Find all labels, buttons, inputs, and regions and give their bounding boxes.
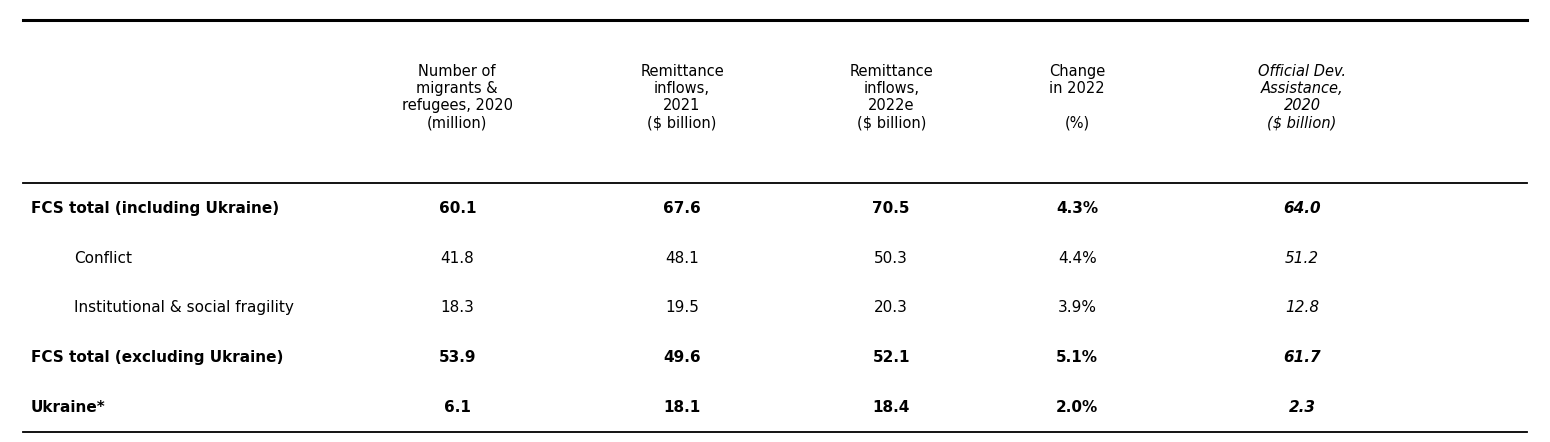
- Text: 52.1: 52.1: [873, 350, 910, 365]
- Text: 19.5: 19.5: [665, 301, 699, 315]
- Text: 18.3: 18.3: [440, 301, 474, 315]
- Text: 2.0%: 2.0%: [1056, 400, 1099, 415]
- Text: 5.1%: 5.1%: [1056, 350, 1099, 365]
- Text: 18.4: 18.4: [873, 400, 910, 415]
- Text: 53.9: 53.9: [439, 350, 476, 365]
- Text: 70.5: 70.5: [873, 201, 910, 216]
- Text: 49.6: 49.6: [663, 350, 701, 365]
- Text: FCS total (including Ukraine): FCS total (including Ukraine): [31, 201, 279, 216]
- Text: 50.3: 50.3: [874, 251, 908, 266]
- Text: 20.3: 20.3: [874, 301, 908, 315]
- Text: 51.2: 51.2: [1285, 251, 1319, 266]
- Text: 67.6: 67.6: [663, 201, 701, 216]
- Text: Remittance
inflows,
2022e
($ billion): Remittance inflows, 2022e ($ billion): [849, 64, 933, 131]
- Text: Conflict: Conflict: [74, 251, 132, 266]
- Text: FCS total (excluding Ukraine): FCS total (excluding Ukraine): [31, 350, 284, 365]
- Text: Number of
migrants &
refugees, 2020
(million): Number of migrants & refugees, 2020 (mil…: [401, 64, 513, 131]
- Text: 61.7: 61.7: [1283, 350, 1321, 365]
- Text: 18.1: 18.1: [663, 400, 701, 415]
- Text: 4.4%: 4.4%: [1057, 251, 1097, 266]
- Text: 41.8: 41.8: [440, 251, 474, 266]
- Text: 64.0: 64.0: [1283, 201, 1321, 216]
- Text: 2.3: 2.3: [1288, 400, 1316, 415]
- Text: 6.1: 6.1: [443, 400, 471, 415]
- Text: 12.8: 12.8: [1285, 301, 1319, 315]
- Text: Change
in 2022

(%): Change in 2022 (%): [1049, 64, 1105, 131]
- Text: Remittance
inflows,
2021
($ billion): Remittance inflows, 2021 ($ billion): [640, 64, 724, 131]
- Text: 60.1: 60.1: [439, 201, 476, 216]
- Text: 3.9%: 3.9%: [1057, 301, 1097, 315]
- Text: Institutional & social fragility: Institutional & social fragility: [74, 301, 294, 315]
- Text: 48.1: 48.1: [665, 251, 699, 266]
- Text: Official Dev.
Assistance,
2020
($ billion): Official Dev. Assistance, 2020 ($ billio…: [1259, 64, 1345, 131]
- Text: Ukraine*: Ukraine*: [31, 400, 105, 415]
- Text: 4.3%: 4.3%: [1056, 201, 1099, 216]
